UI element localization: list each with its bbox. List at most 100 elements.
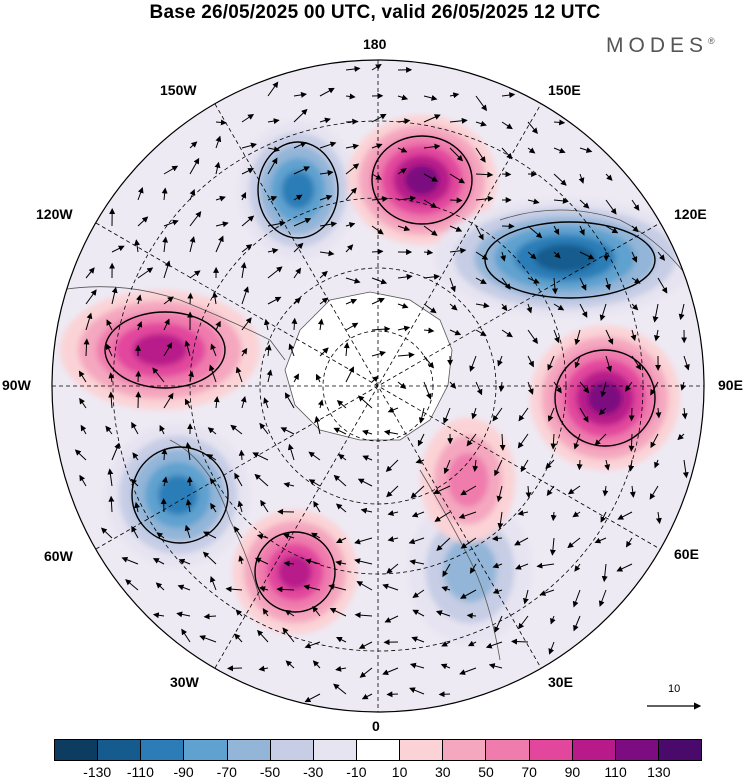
wind-arrow [152,558,165,565]
wind-arrow [345,244,354,253]
wind-arrow [345,163,360,175]
wind-arrow [384,615,399,623]
wind-arrow [599,303,607,321]
wind-arrow [240,396,247,409]
wind-arrow [293,267,302,279]
wind-arrow [152,612,165,619]
wind-arrow [385,459,399,473]
wind-arrow [359,667,373,678]
wind-arrow [241,347,248,357]
wind-arrow [631,225,639,233]
wind-arrow [572,511,581,518]
wind-arrow [263,397,269,409]
wind-arrow [345,93,356,100]
wind-arrow [215,320,221,331]
wind-arrow [241,244,253,253]
wind-arrow [617,511,633,520]
wind-arrow [240,262,247,279]
wind-arrow [548,641,555,655]
wind-arrow [132,452,139,461]
wind-arrow [397,302,409,309]
wind-arrow [438,691,451,698]
wind-arrow [267,146,280,153]
wind-arrow [527,251,537,260]
wind-arrow [550,615,556,625]
wind-arrow [293,194,303,201]
wind-arrow [189,236,196,253]
wind-arrow [472,459,479,472]
wind-arrow [553,197,569,204]
wind-arrow [184,340,191,357]
wind-arrow [336,537,347,543]
anomaly-contour-fill [404,165,440,195]
wind-arrow [631,251,638,263]
wind-arrow [423,143,441,150]
wind-arrow [605,355,613,373]
wind-arrow [136,294,142,305]
wind-arrow [449,247,467,254]
wind-arrow [677,433,685,441]
wind-arrow [383,429,399,436]
wind-arrow [131,525,139,539]
wind-arrow [343,342,350,357]
wind-arrow [345,66,361,72]
wind-arrow [527,121,538,134]
colorbar-swatch [443,740,487,760]
wind-arrow [312,660,321,669]
wind-arrow [357,478,373,487]
wind-arrow [276,586,295,593]
wind-arrow [210,343,217,357]
wind-arrow [526,303,533,314]
wind-arrow [605,199,617,215]
wind-arrow [458,511,477,519]
anomaly-contour-fill [447,453,489,507]
colorbar-swatch [615,740,659,760]
wind-arrow [137,186,144,201]
wind-arrow [412,609,425,617]
wind-arrow [214,161,221,175]
wind-arrow [423,173,438,182]
lon-label-0: 0 [372,718,380,734]
wind-arrow [579,225,585,236]
wind-arrow [397,352,415,359]
wind-arrow [293,108,308,123]
logo-mark: ® [708,36,715,46]
wind-arrow [466,612,477,619]
wind-arrow [241,142,257,149]
lon-label-120w: 120W [36,206,73,222]
wind-arrow [178,558,191,565]
wind-arrow [579,303,588,318]
wind-arrow [293,91,307,98]
wind-arrow [579,251,595,260]
wind-arrow [163,392,174,409]
wind-arrow [335,503,347,513]
wind-arrow [235,366,243,383]
wind-arrow [360,507,373,514]
wind-arrow [215,119,227,126]
wind-arrow [338,453,347,461]
wind-arrow [241,113,255,123]
wind-arrow [441,641,451,647]
wind-arrow [111,245,125,253]
wind-arrow [397,94,409,101]
wind-arrow [386,485,399,498]
wind-arrow [397,325,411,332]
wind-arrow [435,610,451,617]
wind-arrow [449,173,466,184]
wind-arrow [107,468,114,487]
wind-arrow [501,303,508,312]
map-title: Base 26/05/2025 00 UTC, valid 26/05/2025… [149,2,601,23]
colorbar-swatch [270,740,314,760]
wind-arrow [527,329,538,345]
wind-arrow [527,381,534,395]
lon-label-150e: 150E [548,82,581,98]
wind-arrow [308,479,321,487]
wind-arrow [492,407,503,422]
wind-arrow [443,407,451,424]
lon-label-90w: 90W [2,377,31,393]
wind-arrow [267,248,279,254]
wind-arrow [254,557,269,565]
wind-arrow [397,273,413,280]
wind-arrow [189,211,202,227]
